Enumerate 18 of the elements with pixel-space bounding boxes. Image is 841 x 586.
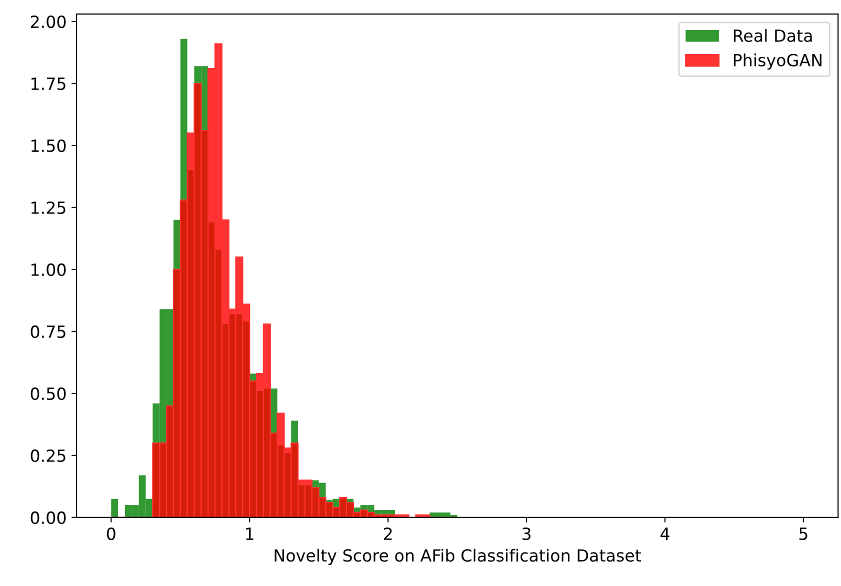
x-tick-label: 1	[246, 528, 254, 540]
y-tick-label: 1.00	[32, 263, 66, 276]
y-tick-label: 0.50	[30, 387, 66, 400]
y-tick-label: 2.00	[30, 15, 66, 28]
y-tick-label: 0.75	[30, 325, 66, 338]
x-tick-label: 3	[522, 527, 530, 540]
y-tick-label: 0.25	[30, 449, 66, 462]
x-axis-title: Novelty Score on AFib Classification Dataset	[274, 548, 642, 565]
x-tick-label: 5	[799, 528, 808, 540]
y-tick-label: 1.50	[32, 139, 66, 152]
x-tick-label: 4	[660, 528, 670, 540]
y-tick-label: 1.25	[32, 201, 66, 214]
x-tick-label: 2	[384, 527, 392, 540]
x-tick-label: 0	[106, 527, 116, 540]
y-tick-label: 0.00	[30, 511, 66, 524]
y-tick-label: 1.75	[32, 78, 66, 90]
legend-label: Real Data	[734, 29, 812, 42]
legend-label: PhisyoGAN	[734, 54, 822, 70]
